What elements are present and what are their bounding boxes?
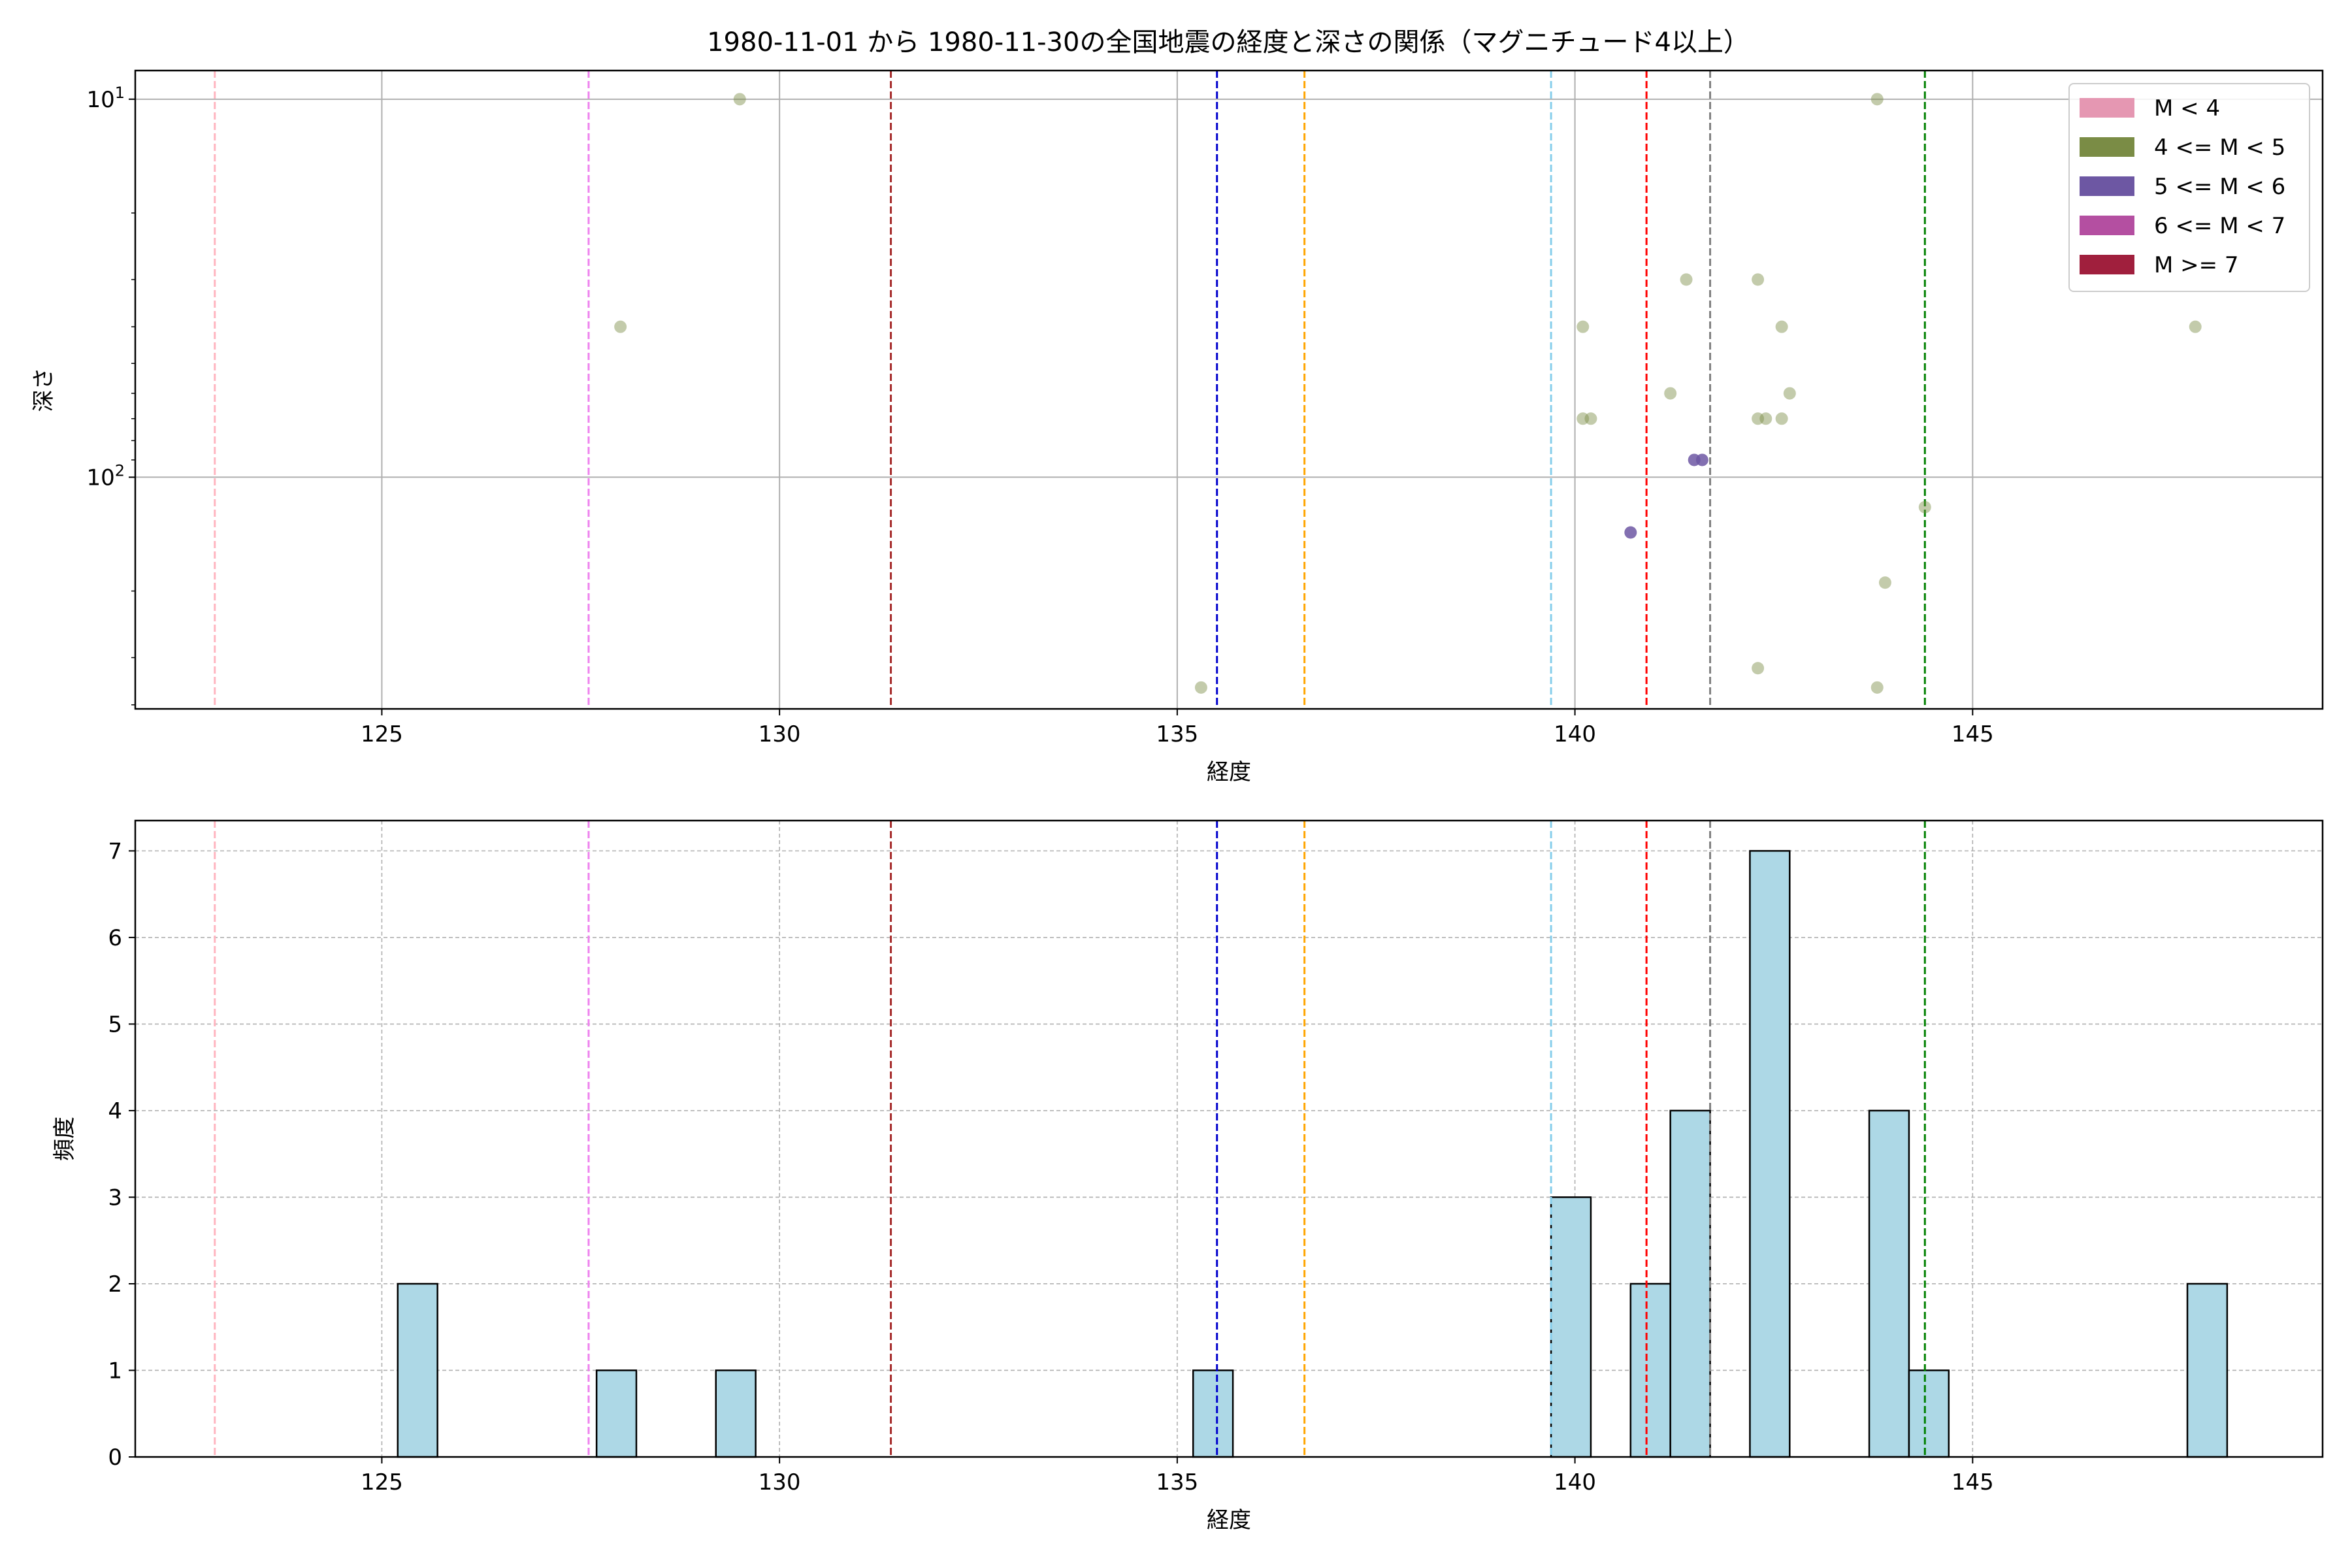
scatter-point	[1870, 681, 1884, 694]
scatter-point	[1878, 576, 1891, 589]
scatter-point	[1624, 526, 1637, 539]
legend-label: M >= 7	[2154, 252, 2239, 278]
scatter-x-axis-label: 経度	[1207, 759, 1251, 785]
histogram-x-tick-label: 140	[1554, 1469, 1596, 1495]
histogram-bar	[1669, 1109, 1711, 1458]
legend-label: 4 <= M < 5	[2154, 135, 2285, 161]
scatter-point	[1752, 412, 1765, 425]
scatter-point	[1576, 320, 1590, 333]
scatter-panel: 125 130 135 140 145 101 102 経度 深さ M < 4 4 <= M …	[31, 69, 2324, 785]
scatter-y-tick-label: 102	[86, 461, 125, 491]
histogram-bar	[1749, 850, 1791, 1458]
scatter-y-axis-label: 深さ	[31, 368, 57, 412]
scatter-x-tick-label: 125	[361, 721, 403, 747]
scatter-point	[1775, 320, 1788, 333]
histogram-y-tick-label: 3	[108, 1184, 122, 1211]
histogram-x-tick-label: 135	[1156, 1469, 1198, 1495]
legend-swatch	[2080, 98, 2134, 118]
histogram-x-axis-label: 経度	[1207, 1507, 1251, 1533]
scatter-point	[1870, 93, 1884, 106]
legend-box	[2068, 83, 2310, 292]
scatter-plot-frame	[134, 69, 2324, 710]
scatter-point	[1775, 412, 1788, 425]
scatter-point	[1664, 387, 1677, 400]
scatter-x-tick-label: 135	[1156, 721, 1198, 747]
histogram-ticks: 125 130 135 140 145 0 1 2 3 4 5 6 7	[108, 838, 1993, 1495]
histogram-bar	[1908, 1369, 1950, 1458]
legend-label: 5 <= M < 6	[2154, 174, 2285, 200]
scatter-point	[1695, 453, 1708, 466]
scatter-point	[1584, 412, 1597, 425]
histogram-bar	[1550, 1196, 1592, 1458]
scatter-point	[614, 320, 627, 333]
histogram-y-tick-label: 0	[108, 1445, 122, 1471]
scatter-ticks: 125 130 135 140 145 101 102	[86, 84, 1993, 747]
scatter-grid	[135, 71, 2323, 709]
scatter-legend: M < 4 4 <= M < 5 5 <= M < 6 6 <= M < 7 M >= …	[2068, 83, 2310, 292]
histogram-y-tick-label: 7	[108, 838, 122, 864]
scatter-point	[1576, 412, 1590, 425]
scatter-x-tick-label: 145	[1952, 721, 1994, 747]
scatter-x-tick-label: 140	[1554, 721, 1596, 747]
histogram-plot-frame	[134, 819, 2324, 1458]
histogram-reference-lines	[214, 821, 1926, 1457]
histogram-bar	[595, 1369, 638, 1458]
legend-label: 6 <= M < 7	[2154, 213, 2285, 239]
scatter-point	[733, 93, 746, 106]
histogram-bar	[1629, 1282, 1671, 1458]
histogram-y-tick-label: 6	[108, 925, 122, 951]
histogram-y-tick-label: 1	[108, 1358, 122, 1384]
legend-swatch	[2080, 137, 2134, 157]
scatter-point	[1783, 387, 1796, 400]
scatter-point	[1918, 500, 1931, 514]
scatter-point	[1680, 273, 1693, 286]
histogram-bars	[397, 850, 2229, 1458]
legend-swatch	[2080, 216, 2134, 235]
scatter-points	[614, 93, 2202, 694]
histogram-y-tick-label: 5	[108, 1011, 122, 1037]
histogram-y-tick-label: 4	[108, 1098, 122, 1124]
histogram-bar	[715, 1369, 757, 1458]
legend-swatch	[2080, 255, 2134, 274]
scatter-x-tick-label: 130	[759, 721, 801, 747]
scatter-point	[2189, 320, 2202, 333]
histogram-y-axis-label: 頻度	[52, 1117, 78, 1161]
histogram-x-tick-label: 130	[759, 1469, 801, 1495]
scatter-point	[1752, 273, 1765, 286]
scatter-y-tick-label: 101	[86, 84, 125, 113]
histogram-bar	[2186, 1282, 2229, 1458]
histogram-y-tick-label: 2	[108, 1271, 122, 1298]
scatter-point	[1194, 681, 1207, 694]
histogram-bar	[397, 1282, 438, 1458]
figure-title: 1980-11-01 から 1980-11-30の全国地震の経度と深さの関係（マ…	[707, 27, 1750, 57]
histogram-x-tick-label: 145	[1952, 1469, 1994, 1495]
scatter-point	[1752, 662, 1765, 675]
scatter-reference-lines	[214, 71, 1926, 709]
legend-label: M < 4	[2154, 95, 2220, 122]
histogram-x-tick-label: 125	[361, 1469, 403, 1495]
histogram-panel: 125 130 135 140 145 0 1 2 3 4 5 6 7 経度 頻度	[52, 819, 2324, 1533]
legend-swatch	[2080, 176, 2134, 196]
scatter-point	[1759, 412, 1772, 425]
histogram-bar	[1868, 1109, 1910, 1458]
histogram-bar	[1192, 1369, 1234, 1458]
